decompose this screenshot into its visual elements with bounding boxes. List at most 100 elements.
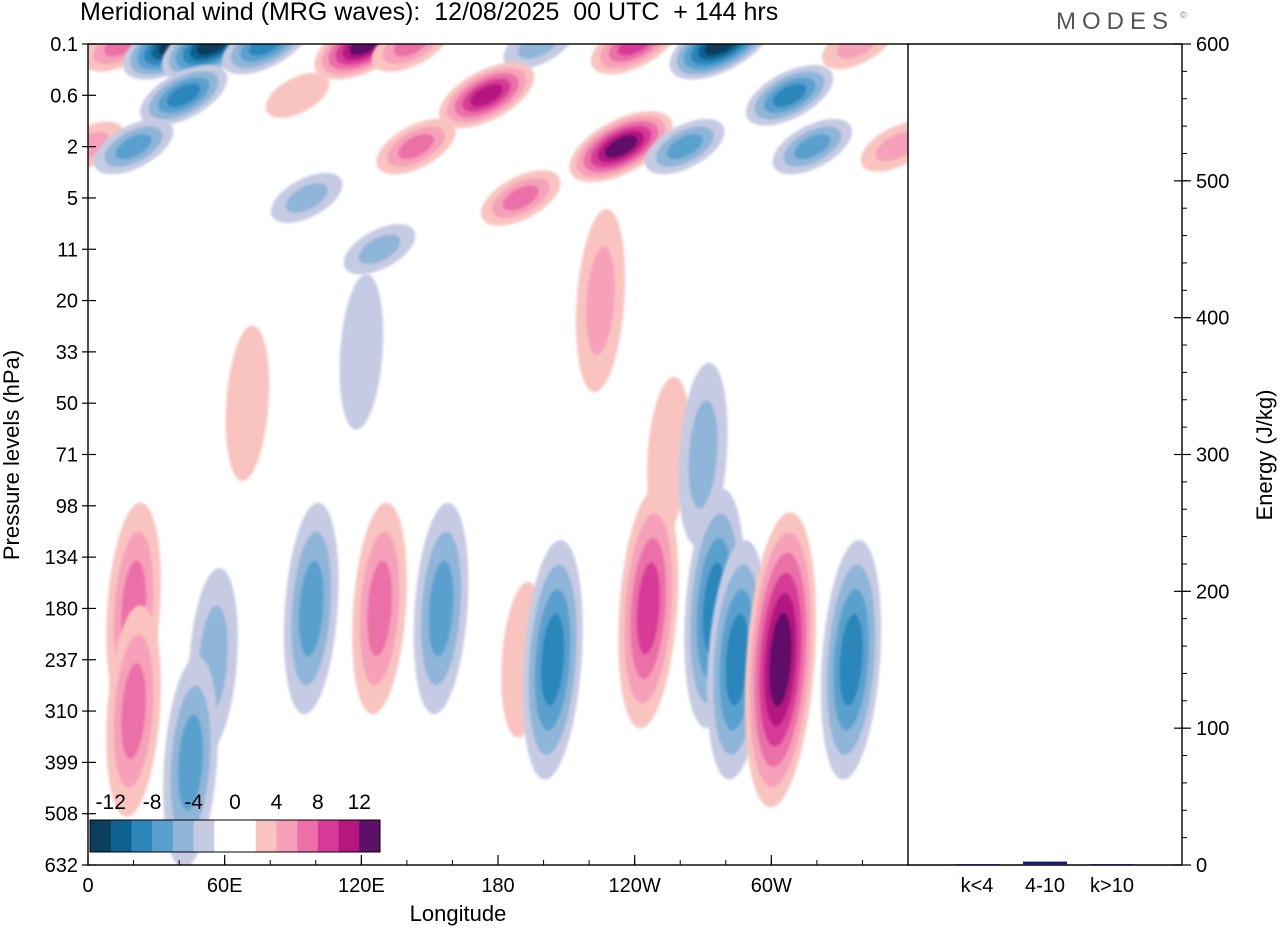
y-tick-label: 399 [45, 752, 78, 774]
colorbar-label: -12 [96, 791, 126, 814]
contour-band [586, 246, 615, 355]
colorbar-swatch [338, 820, 360, 852]
wind-anomaly-negative [139, 64, 228, 126]
contour-band [349, 44, 383, 56]
y-tick-label: 237 [45, 650, 78, 672]
contour-field [88, 44, 908, 865]
contour-band [358, 234, 401, 265]
y-tick-label: 0.1 [50, 34, 78, 56]
contour-band [339, 274, 384, 430]
contour-band [196, 44, 230, 56]
colorbar-label: 12 [348, 791, 371, 814]
colorbar-swatch [276, 820, 298, 852]
wind-anomaly-negative [772, 118, 853, 175]
contour-band [166, 83, 201, 108]
colorbar-swatch [193, 820, 215, 852]
wind-anomaly-positive [106, 605, 161, 817]
contour-band [470, 84, 503, 107]
contour-band [178, 714, 203, 811]
wind-anomaly-positive [618, 488, 679, 729]
y-tick-label: 50 [56, 393, 78, 415]
y-tick-label: 20 [56, 291, 78, 313]
colorbar-label: 0 [229, 791, 241, 814]
y-tick-label: 5 [67, 188, 78, 210]
energy-tick-label: 0 [1196, 855, 1207, 877]
contour-band [121, 663, 146, 760]
colorbar-swatch [90, 820, 112, 852]
energy-bar [1023, 861, 1067, 865]
contour-band [115, 134, 152, 160]
wind-anomaly-negative [163, 656, 218, 865]
contour-band [541, 613, 565, 706]
colorbar: -12 -8 -4 0 4 8 12 [89, 791, 381, 853]
colorbar-swatch [152, 820, 174, 852]
contour-band [158, 44, 191, 56]
colorbar-swatch [110, 820, 132, 852]
contour-band [604, 135, 638, 158]
wind-anomaly-negative [93, 118, 174, 175]
energy-tick-label: 400 [1196, 308, 1229, 330]
contour-band [688, 400, 718, 509]
contour-band [875, 131, 908, 162]
wind-anomaly-negative [522, 540, 583, 780]
colorbar-swatch [214, 820, 236, 852]
y-tick-label: 98 [56, 496, 78, 518]
wind-anomaly-positive [860, 121, 908, 172]
y-tick-label: 310 [45, 701, 78, 723]
contour-band [794, 134, 831, 160]
contour-band [636, 562, 660, 655]
copyright-mark: © [1180, 10, 1187, 20]
energy-tick-label: 600 [1196, 34, 1229, 56]
wind-anomaly-negative [413, 502, 469, 715]
y-tick-label: 71 [56, 445, 78, 467]
contour-band [666, 134, 703, 160]
energy-tick-label: 100 [1196, 718, 1229, 740]
contour-band [704, 44, 738, 56]
contour-band [367, 560, 392, 657]
y-tick-label: 180 [45, 598, 78, 620]
y-tick-label: 33 [56, 342, 78, 364]
contour-band [517, 44, 561, 59]
energy-tick-label: 200 [1196, 581, 1229, 603]
contour-band [769, 612, 792, 707]
wind-anomaly-negative [820, 540, 882, 780]
contour-band [428, 560, 454, 657]
chart-title: Meridional wind (MRG waves): 12/08/2025 … [80, 0, 779, 26]
y-tick-label: 0.6 [50, 85, 78, 107]
contour-band [397, 134, 435, 160]
contour-band [836, 44, 879, 59]
y-tick-label: 508 [45, 804, 78, 826]
contour-band [393, 44, 430, 57]
wind-anomaly-positive [575, 208, 626, 393]
contour-band [772, 83, 807, 108]
contour-band [617, 44, 652, 56]
wind-anomaly-negative [645, 118, 725, 175]
colorbar-swatch [359, 820, 381, 852]
energy-bar [1090, 864, 1134, 865]
contour-band [265, 72, 330, 118]
wind-anomaly-negative [343, 224, 416, 275]
contour-band [298, 560, 324, 657]
y-axis-label: Pressure levels (hPa) [0, 350, 24, 560]
contour-band [225, 325, 270, 482]
y-tick-label: 134 [45, 547, 78, 569]
colorbar-label: -8 [143, 791, 162, 814]
y-tick-label: 2 [67, 137, 78, 159]
colorbar-label: 4 [271, 791, 283, 814]
wind-anomaly-positive [352, 502, 407, 715]
x-tick-label: 0 [82, 875, 93, 897]
wind-anomaly-positive [376, 118, 456, 175]
x-axis-label: Longitude [410, 901, 507, 926]
x-tick-label: 60E [207, 875, 243, 897]
energy-category-label: k<4 [961, 875, 994, 897]
contour-band [104, 44, 141, 57]
x-tick-label: 120E [338, 875, 385, 897]
contour-band [502, 185, 539, 211]
colorbar-swatch [255, 820, 277, 852]
colorbar-swatch [297, 820, 319, 852]
wind-anomaly-positive [225, 325, 270, 482]
energy-tick-label: 300 [1196, 445, 1229, 467]
energy-bar [955, 864, 999, 865]
energy-tick-label: 500 [1196, 171, 1229, 193]
